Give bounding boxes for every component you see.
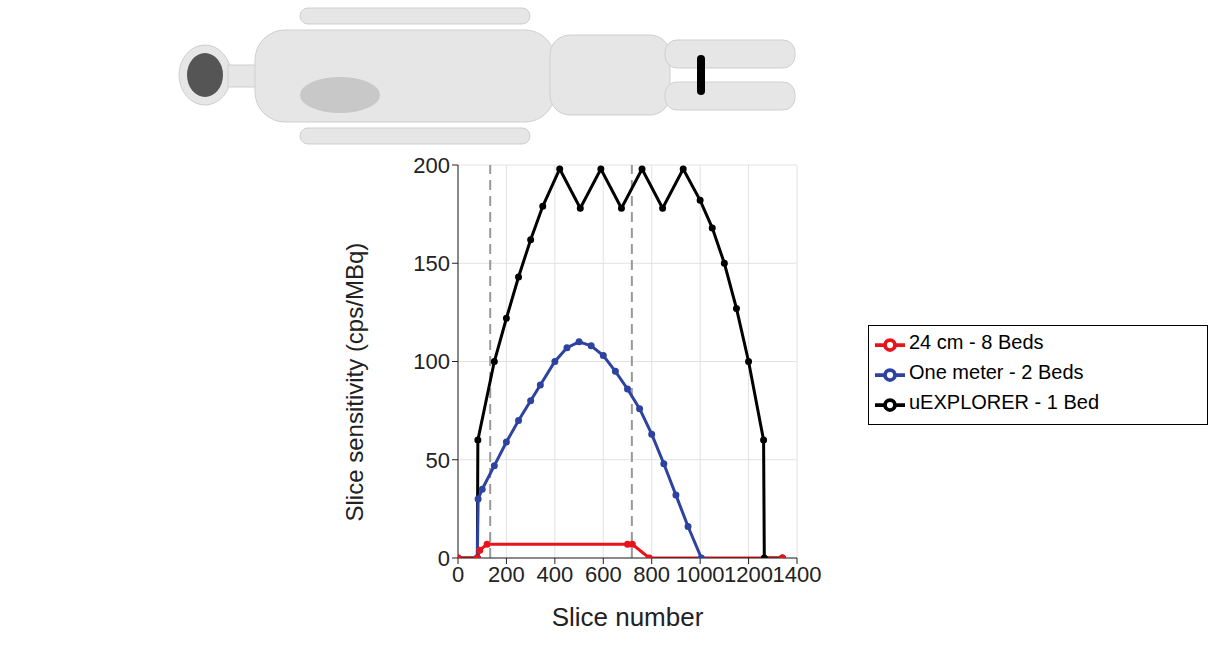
html-text:24 cm - 8 Beds: 24 cm - 8 Beds: [909, 331, 1044, 354]
svg-text:1000: 1000: [676, 562, 725, 587]
svg-text:0: 0: [438, 546, 450, 571]
svg-text:200: 200: [413, 153, 450, 178]
svg-text:150: 150: [413, 251, 450, 276]
svg-text:50: 50: [426, 448, 450, 473]
svg-text:400: 400: [536, 562, 573, 587]
svg-text:Slice number: Slice number: [552, 602, 704, 632]
html-text:One meter - 2 Beds: One meter - 2 Beds: [909, 361, 1084, 384]
svg-text:Slice sensitivity (cps/MBq): Slice sensitivity (cps/MBq): [341, 243, 368, 522]
svg-text:1400: 1400: [773, 562, 822, 587]
svg-text:800: 800: [633, 562, 670, 587]
svg-text:600: 600: [585, 562, 622, 587]
svg-text:100: 100: [413, 349, 450, 374]
svg-text:200: 200: [488, 562, 525, 587]
html-text:uEXPLORER - 1 Bed: uEXPLORER - 1 Bed: [909, 391, 1100, 414]
svg-text:1200: 1200: [724, 562, 773, 587]
svg-text:0: 0: [452, 562, 464, 587]
